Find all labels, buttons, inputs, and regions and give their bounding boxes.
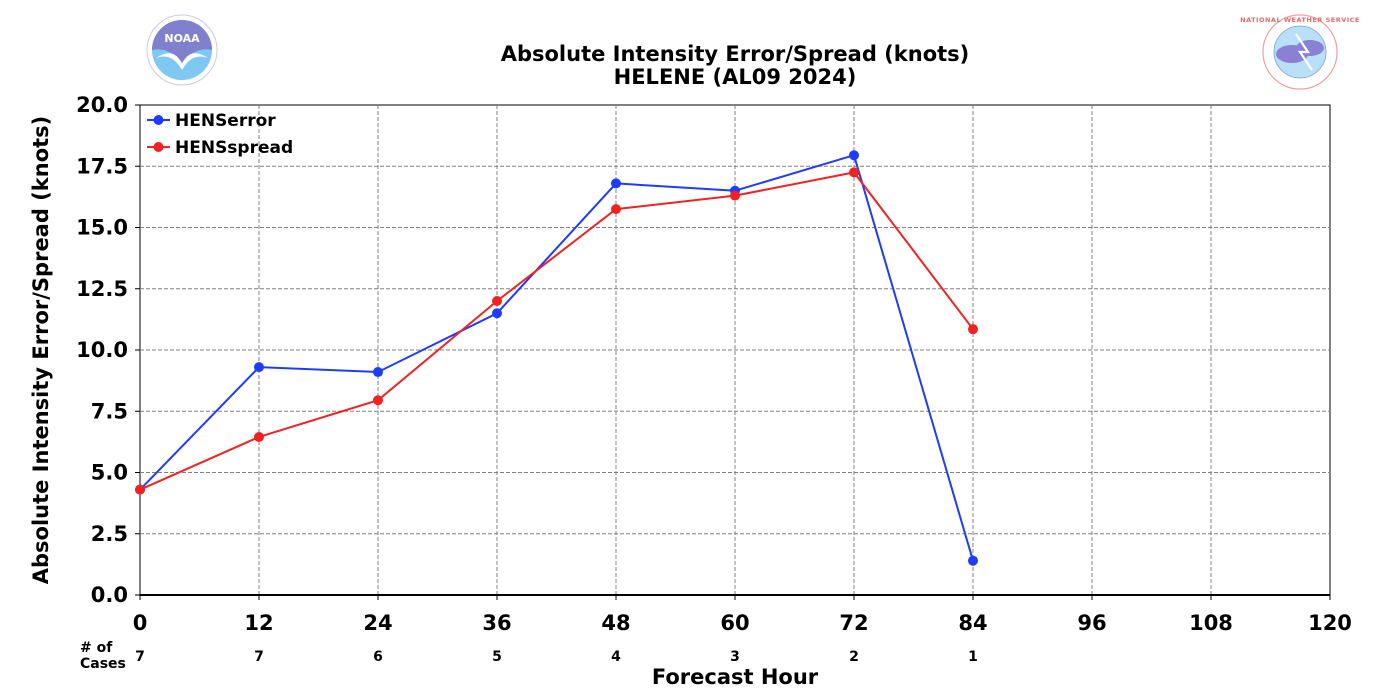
data-point [611,178,621,189]
y-tick-label: 15.0 [76,216,128,240]
x-tick-label: 12 [244,611,273,635]
legend: HENSerror HENSspread [147,111,293,158]
x-axis-label: Forecast Hour [652,665,819,689]
x-tick-label: 108 [1189,611,1233,635]
data-point [135,484,145,495]
y-tick-labels: 0.0 2.5 5.0 7.5 10.0 12.5 15.0 17.5 20.0 [76,93,128,607]
cases-count: 7 [135,649,145,665]
data-point [254,431,264,442]
series-line [139,171,974,491]
data-point [373,395,383,406]
cases-count: 1 [968,649,978,665]
data-point [849,150,859,161]
noaa-logo: NOAA [146,14,218,86]
data-point [254,362,264,373]
x-tick-label: 24 [363,611,392,635]
legend-item: HENSspread [147,138,293,158]
x-tick-label: 0 [133,611,148,635]
data-point [492,296,502,306]
cases-label: # of Cases [80,640,126,672]
x-tick-label: 96 [1077,611,1106,635]
y-tick-label: 10.0 [76,338,128,362]
cases-count: 4 [611,649,621,665]
series-layer [135,150,978,566]
y-tick-label: 0.0 [91,583,128,607]
y-tick-label: 7.5 [91,399,128,423]
data-point [730,190,740,201]
series-line [139,153,974,561]
y-axis-label: Absolute Intensity Error/Spread (knots) [29,116,53,585]
y-tick-label: 17.5 [76,154,128,178]
noaa-logo-text: NOAA [164,32,200,45]
y-tick-label: 2.5 [91,522,128,546]
series-HENSerror [135,150,978,566]
x-tick-label: 72 [839,611,868,635]
x-tick-label: 36 [482,611,511,635]
legend-item: HENSerror [147,111,276,131]
y-tick-label: 12.5 [76,277,128,301]
x-tick-label: 84 [958,611,987,635]
data-point [849,167,859,178]
data-point [968,324,978,335]
cases-count: 3 [730,649,740,665]
data-point [968,555,978,566]
x-tick-label: 60 [720,611,749,635]
chart-subtitle: HELENE (AL09 2024) [614,65,857,89]
x-tick-label: 48 [601,611,630,635]
series-HENSspread [135,167,978,495]
x-tick-labels: 0 12 24 36 48 60 72 84 96 108 120 [133,611,1352,635]
nws-logo: NATIONAL WEATHER SERVICE [1240,14,1360,90]
cases-label-line1: # of [80,640,113,656]
data-point [611,204,621,215]
cases-label-line2: Cases [80,656,126,672]
nws-logo-text: NATIONAL WEATHER SERVICE [1240,16,1360,24]
chart-title: Absolute Intensity Error/Spread (knots) [501,42,970,66]
cases-row: 7 7 6 5 4 3 2 1 [135,649,978,665]
cases-count: 7 [254,649,264,665]
legend-label: HENSspread [175,138,293,158]
data-point [492,308,502,319]
x-tick-label: 120 [1308,611,1352,635]
legend-marker [153,115,164,125]
cases-count: 6 [373,649,383,665]
y-tick-label: 20.0 [76,93,128,117]
legend-marker [153,142,164,152]
cases-count: 2 [849,649,859,665]
y-tick-label: 5.0 [91,461,128,485]
data-point [373,367,383,378]
legend-label: HENSerror [175,111,276,131]
cases-count: 5 [492,649,502,665]
